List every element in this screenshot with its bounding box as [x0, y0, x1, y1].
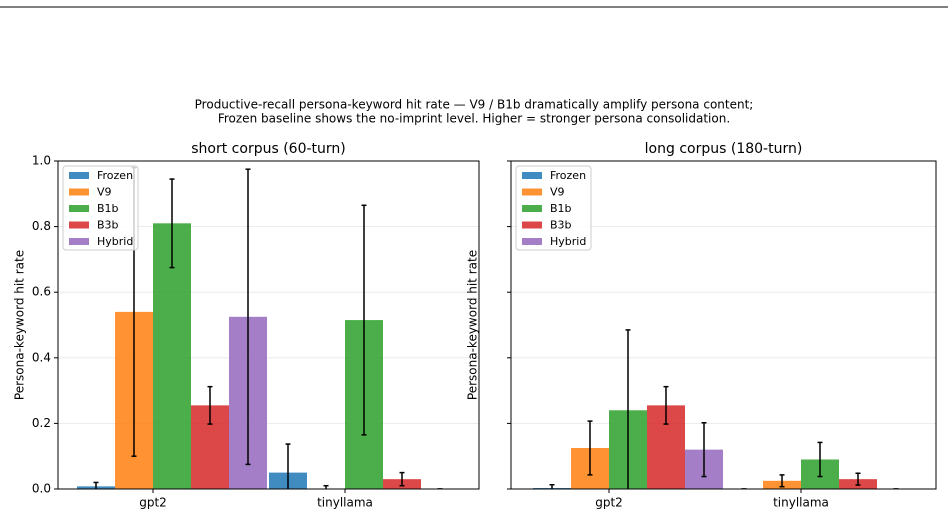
- axes-frame: [510, 160, 937, 490]
- error-bar: [663, 385, 669, 425]
- error-bar: [323, 484, 329, 489]
- axes-frame: [57, 160, 480, 490]
- y-tick-label: 1.0: [32, 154, 51, 168]
- y-tick-label: 0.2: [32, 416, 51, 430]
- error-bar: [855, 472, 861, 486]
- legend-swatch: [522, 221, 542, 229]
- error-bar: [361, 204, 367, 436]
- y-tick-label: 0.6: [32, 285, 51, 299]
- legend-swatch: [522, 172, 542, 179]
- legend-swatch: [522, 188, 542, 196]
- error-bar: [701, 421, 707, 478]
- plot-area: [77, 166, 443, 489]
- legend-swatch: [69, 205, 89, 212]
- error-bar: [245, 168, 251, 466]
- legend-swatch: [522, 205, 542, 212]
- error-bar: [549, 483, 555, 489]
- legend-box: [515, 165, 592, 251]
- error-bar: [817, 441, 823, 478]
- y-axis-label: Persona-keyword hit rate: [466, 250, 480, 400]
- legend-swatch: [69, 238, 89, 245]
- legend-label: V9: [550, 186, 565, 199]
- legend-label: V9: [97, 186, 112, 199]
- y-axis-label: Persona-keyword hit rate: [13, 250, 27, 400]
- legend-label: Frozen: [97, 169, 133, 182]
- x-tick-label: gpt2: [139, 496, 167, 510]
- subplot-title: short corpus (60-turn): [191, 141, 346, 157]
- legend-label: Hybrid: [97, 235, 133, 248]
- legend-label: Hybrid: [550, 235, 586, 248]
- legend-swatch: [69, 172, 89, 179]
- figure-title: Frozen baseline shows the no-imprint lev…: [218, 112, 730, 126]
- legend-swatch: [69, 188, 89, 196]
- error-bar: [207, 385, 213, 425]
- x-tick-label: gpt2: [595, 496, 623, 510]
- subplot-title: long corpus (180-turn): [645, 141, 803, 157]
- error-bar: [169, 178, 175, 269]
- error-bar: [93, 481, 99, 489]
- y-tick-label: 0.0: [32, 482, 51, 496]
- error-bar: [587, 420, 593, 476]
- error-bar: [625, 329, 631, 489]
- legend-box: [62, 165, 139, 251]
- x-tick-label: tinyllama: [773, 496, 829, 510]
- legend-swatch: [69, 221, 89, 229]
- error-bar: [779, 474, 785, 488]
- y-tick-label: 0.4: [32, 350, 51, 364]
- legend-label: Frozen: [550, 169, 586, 182]
- x-tick-label: tinyllama: [317, 496, 373, 510]
- legend-swatch: [522, 238, 542, 245]
- legend-label: B1b: [550, 202, 572, 215]
- plot-area: [533, 329, 899, 489]
- legend-label: B3b: [97, 219, 119, 232]
- figure-title: Productive-recall persona-keyword hit ra…: [195, 98, 754, 112]
- error-bar: [285, 443, 291, 489]
- y-tick-label: 0.8: [32, 219, 51, 233]
- legend-label: B3b: [550, 219, 572, 232]
- error-bar: [399, 471, 405, 487]
- legend-label: B1b: [97, 202, 119, 215]
